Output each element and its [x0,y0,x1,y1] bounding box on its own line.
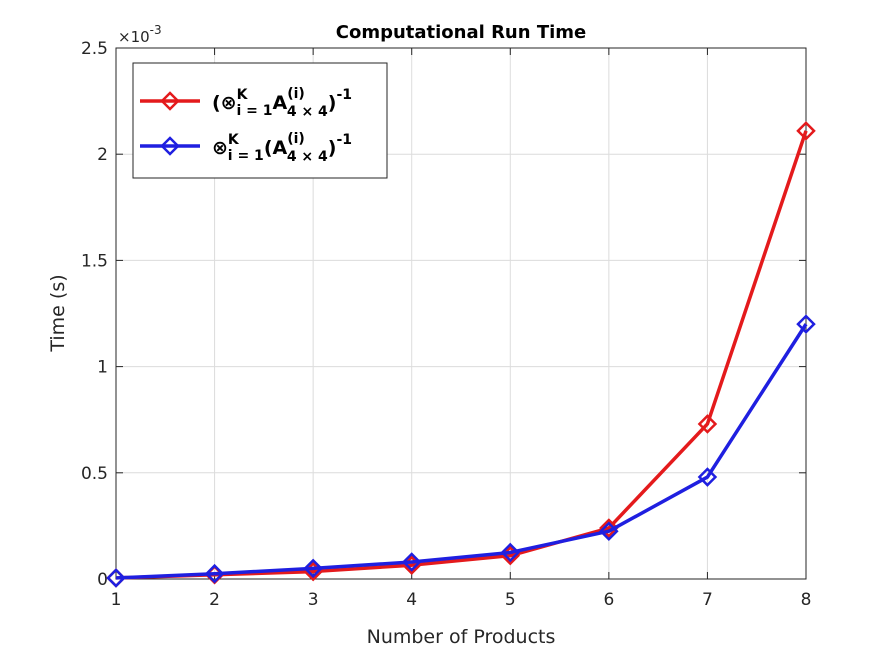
y-axis-label: Time (s) [47,274,69,352]
series-2-point [303,558,323,579]
y-exponent-power: -3 [150,23,162,37]
series-2-point [204,563,225,584]
x-tick-label: 8 [801,590,812,610]
y-tick-label: 0 [97,570,108,590]
x-axis-label: Number of Products [367,626,556,648]
x-tick-label: 2 [209,590,220,610]
legend-box [132,62,388,179]
series-1-point [599,518,619,538]
series-1-point [697,414,718,434]
y-tick-label: 1.5 [81,251,108,271]
series-2-point [796,314,816,334]
series-2-point [106,568,126,588]
y-exponent-base: ×10 [118,28,150,46]
y-tick-label: 1 [97,358,108,378]
y-axis-ticks: 0 0.5 1 1.5 2 2.5 [81,39,806,590]
series-group [106,121,816,588]
series-2-point [500,542,521,563]
plot-frame [115,47,807,580]
x-axis-ticks: 1 2 3 4 5 6 7 8 [111,48,812,610]
y-tick-label: 2.5 [81,39,108,59]
x-tick-label: 7 [702,590,713,610]
series-2-point [697,467,718,487]
legend-marker-2 [160,136,180,156]
legend: (⊗K i = 1A(i) 4 × 4)-1 ⊗K i = 1(A(i) 4 × 4)-1 [132,62,388,179]
series-2-point [401,552,422,572]
legend-label-1: (⊗K i = 1A(i) 4 × 4)-1 [212,86,352,120]
legend-marker-1 [160,91,180,111]
x-tick-label: 6 [603,590,614,610]
series-2-point [599,521,619,541]
y-axis-exponent: ×10-3 [118,23,162,46]
series-1-point [796,121,816,141]
x-tick-label: 1 [111,590,122,610]
x-tick-label: 5 [505,590,516,610]
series-2 [106,314,816,588]
y-tick-label: 2 [97,145,108,165]
chart-title: Computational Run Time [336,22,587,43]
x-tick-label: 3 [308,590,319,610]
x-tick-label: 4 [406,590,417,610]
legend-label-2: ⊗K i = 1(A(i) 4 × 4)-1 [212,131,352,165]
series-2-line [115,323,808,580]
y-tick-label: 0.5 [81,464,108,484]
